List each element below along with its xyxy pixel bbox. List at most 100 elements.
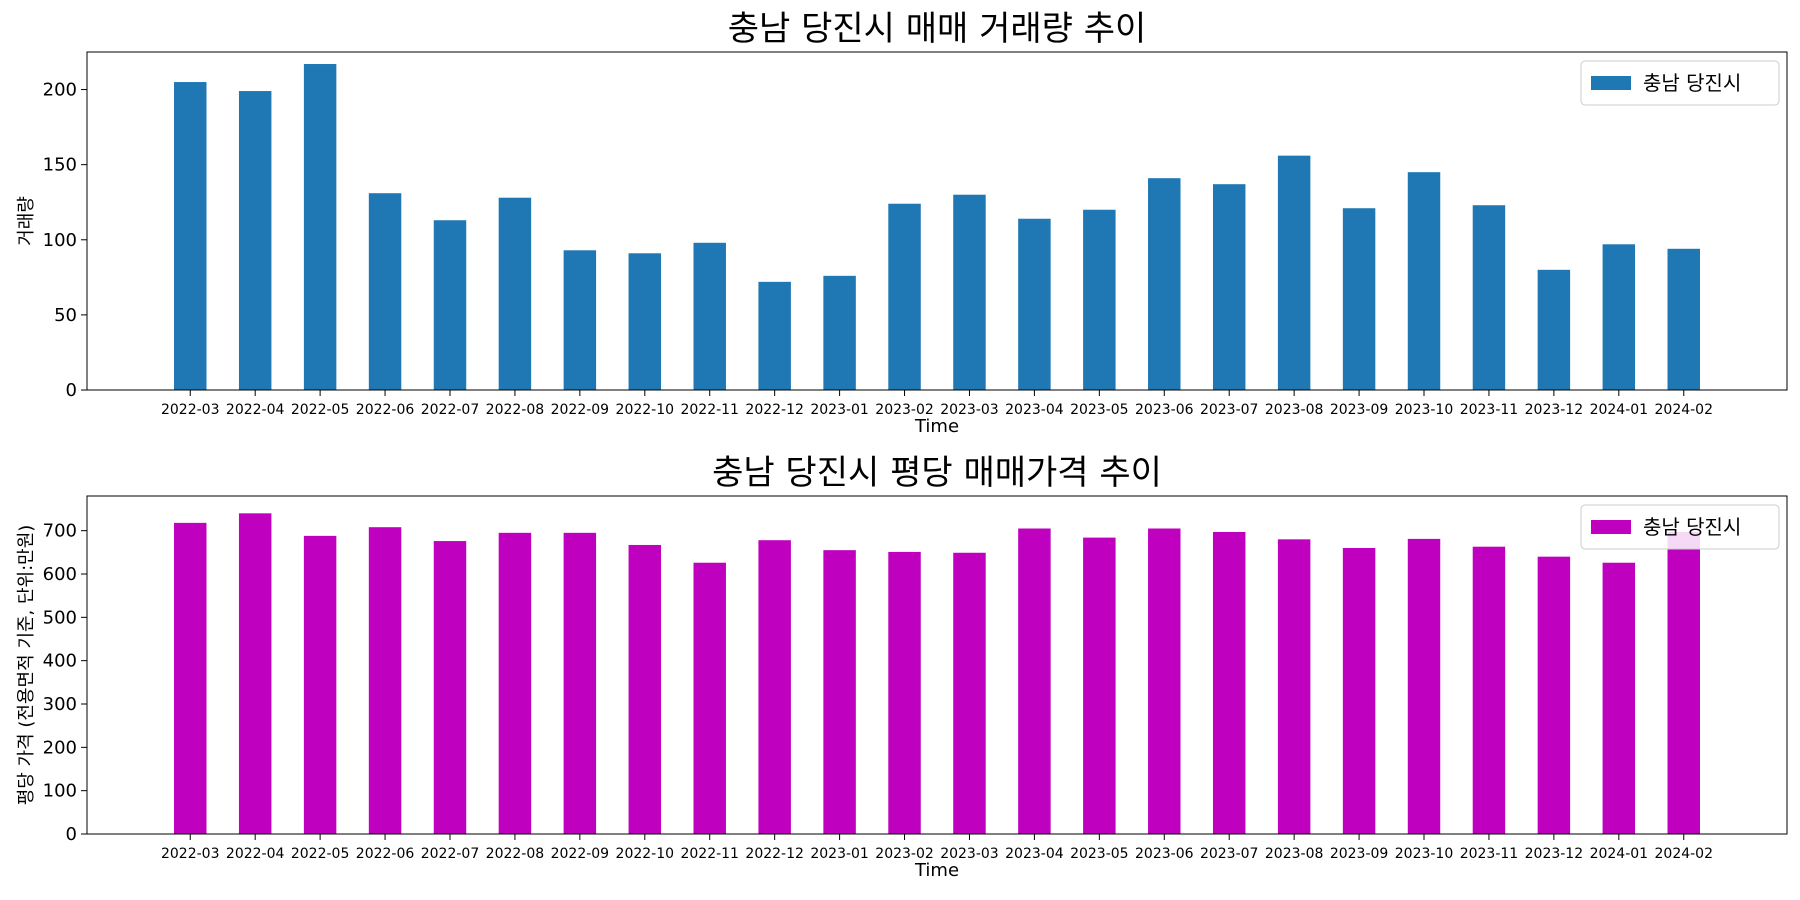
x-tick-label: 2023-10 [1395, 846, 1454, 862]
x-tick-label: 2023-10 [1395, 402, 1454, 418]
bar-2023-06 [1148, 528, 1181, 834]
x-tick-label: 2022-04 [226, 402, 285, 418]
x-tick-label: 2022-06 [356, 846, 415, 862]
y-tick-label: 0 [66, 380, 77, 401]
legend: 충남 당진시 [1580, 60, 1780, 106]
bar-2023-08 [1277, 539, 1311, 834]
bar-2023-08 [1277, 155, 1311, 390]
x-tick-label: 2022-12 [745, 846, 804, 862]
x-tick-label: 2022-10 [616, 846, 675, 862]
bar-2022-08 [498, 197, 532, 390]
y-tick-label: 200 [43, 80, 77, 101]
x-tick-label: 2022-05 [291, 846, 350, 862]
x-tick-label: 2022-09 [551, 846, 610, 862]
bar-2023-09 [1342, 208, 1376, 390]
legend-label: 충남 당진시 [1643, 515, 1741, 539]
bar-2022-04 [238, 513, 272, 834]
x-tick-label: 2023-07 [1200, 846, 1259, 862]
legend-frame [1580, 60, 1780, 106]
bar-2023-05 [1083, 537, 1116, 834]
y-tick-label: 100 [43, 781, 77, 802]
y-tick-label: 150 [43, 155, 77, 176]
bar-2022-05 [303, 535, 337, 834]
y-tick-label: 0 [66, 824, 77, 845]
x-axis-label: Time [914, 860, 959, 881]
legend-label: 충남 당진시 [1643, 71, 1741, 95]
x-tick-label: 2023-09 [1330, 402, 1389, 418]
bar-2022-06 [368, 193, 402, 390]
legend-swatch [1591, 520, 1631, 534]
bar-2022-03 [174, 522, 207, 834]
x-tick-label: 2022-05 [291, 402, 350, 418]
bar-2022-12 [758, 540, 791, 834]
bar-2022-09 [563, 532, 597, 834]
y-tick-label: 50 [54, 305, 77, 326]
x-axis-label: Time [914, 416, 959, 437]
x-tick-label: 2023-04 [1005, 846, 1064, 862]
bar-2022-11 [693, 242, 726, 390]
x-tick-label: 2023-11 [1460, 846, 1519, 862]
bar-2023-03 [953, 194, 986, 390]
bar-2024-01 [1602, 244, 1636, 390]
x-tick-label: 2022-12 [745, 402, 804, 418]
legend-swatch [1591, 76, 1631, 90]
x-tick-label: 2022-08 [486, 402, 545, 418]
y-tick-label: 400 [43, 651, 77, 672]
bar-2023-10 [1407, 172, 1441, 390]
x-tick-label: 2023-06 [1135, 846, 1194, 862]
bar-2023-01 [823, 550, 856, 834]
bar-2024-02 [1667, 531, 1700, 834]
x-tick-label: 2023-12 [1525, 402, 1584, 418]
bar-2022-12 [758, 281, 791, 390]
x-tick-label: 2023-12 [1525, 846, 1584, 862]
y-axis-label: 평당 가격 (전용면적 기준, 단위:만원) [16, 525, 37, 806]
bar-2022-03 [174, 82, 207, 391]
y-tick-label: 200 [43, 737, 77, 758]
x-tick-label: 2023-08 [1265, 846, 1324, 862]
bar-2023-11 [1472, 205, 1506, 390]
bar-2023-02 [888, 203, 921, 390]
x-tick-label: 2023-01 [810, 402, 869, 418]
bar-2024-02 [1667, 248, 1700, 390]
bar-2023-12 [1537, 269, 1571, 390]
x-tick-label: 2023-05 [1070, 402, 1129, 418]
x-tick-label: 2022-11 [680, 846, 739, 862]
bar-2022-10 [628, 544, 662, 834]
x-tick-label: 2023-02 [875, 402, 934, 418]
x-tick-label: 2024-02 [1655, 402, 1714, 418]
x-tick-label: 2024-01 [1590, 402, 1649, 418]
bar-2023-04 [1018, 218, 1051, 390]
x-tick-label: 2022-08 [486, 846, 545, 862]
x-tick-label: 2022-03 [161, 402, 220, 418]
bar-2023-07 [1212, 184, 1246, 390]
y-tick-label: 500 [43, 607, 77, 628]
y-tick-label: 600 [43, 564, 77, 585]
y-axis-label: 거래량 [16, 196, 37, 246]
x-tick-label: 2023-07 [1200, 402, 1259, 418]
chart-panel-2: 충남 당진시 평당 매매가격 추이 0 100 200 300 400 500 600 700 2… [16, 453, 1788, 881]
x-tick-label: 2023-05 [1070, 846, 1129, 862]
bar-2022-11 [693, 562, 726, 834]
bar-2023-11 [1472, 546, 1506, 834]
bar-2023-10 [1407, 538, 1441, 834]
bar-2023-02 [888, 551, 921, 834]
x-tick-label: 2023-03 [940, 402, 999, 418]
plot-frame [86, 51, 1788, 391]
x-tick-label: 2022-07 [421, 846, 480, 862]
bar-2022-07 [433, 541, 467, 834]
x-tick-label: 2023-06 [1135, 402, 1194, 418]
x-tick-label: 2022-04 [226, 846, 285, 862]
y-tick-label: 700 [43, 521, 77, 542]
x-tick-label: 2024-01 [1590, 846, 1649, 862]
x-tick-label: 2022-03 [161, 846, 220, 862]
bar-2022-08 [498, 532, 532, 834]
x-tick-label: 2024-02 [1655, 846, 1714, 862]
x-tick-label: 2023-01 [810, 846, 869, 862]
x-tick-label: 2022-11 [680, 402, 739, 418]
y-tick-label: 100 [43, 230, 77, 251]
bar-2022-07 [433, 220, 467, 390]
chart-title: 충남 당진시 평당 매매가격 추이 [712, 453, 1162, 493]
bar-2022-06 [368, 527, 402, 834]
x-tick-label: 2022-09 [551, 402, 610, 418]
x-tick-label: 2022-06 [356, 402, 415, 418]
